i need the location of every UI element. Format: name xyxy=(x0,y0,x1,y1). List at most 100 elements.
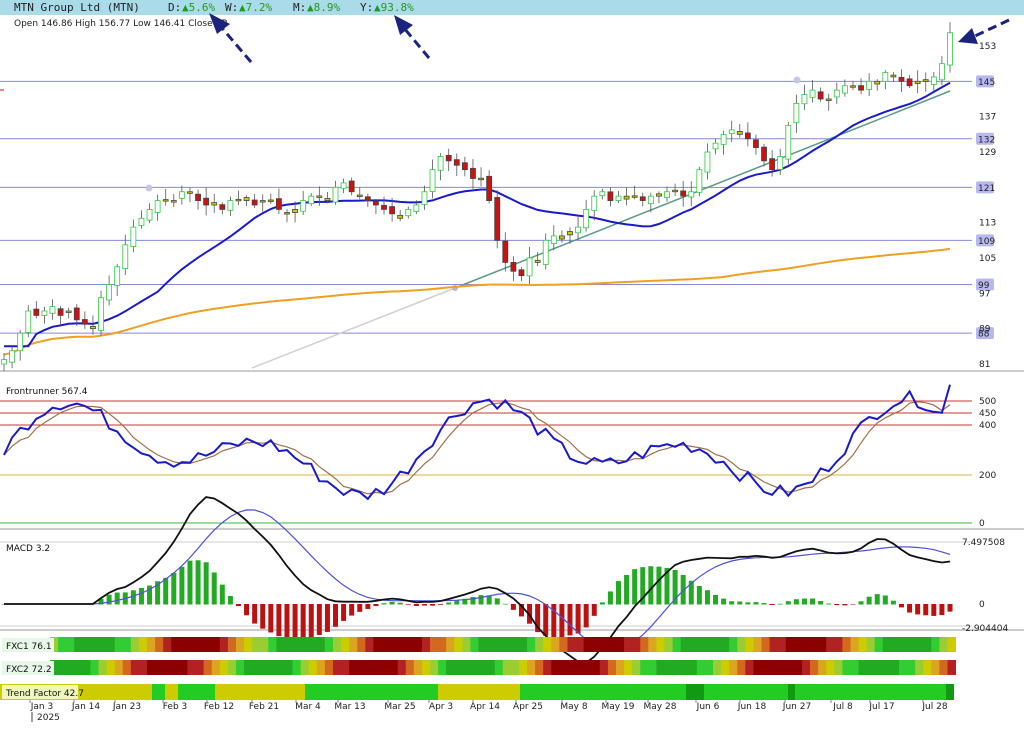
heat-cell xyxy=(58,637,67,652)
trend-segment xyxy=(704,684,788,700)
heat-cell xyxy=(915,660,924,675)
price-axis-tick: 97 xyxy=(979,289,990,299)
macd-bar xyxy=(753,602,759,605)
heat-cell xyxy=(923,637,932,652)
candle xyxy=(882,70,889,90)
heat-cell xyxy=(397,637,407,652)
candle xyxy=(680,180,687,207)
heat-cell xyxy=(656,660,665,675)
x-axis-label: Jan 14 xyxy=(71,702,100,712)
heat-cell xyxy=(203,637,213,652)
heat-cell xyxy=(858,637,868,652)
macd-bar xyxy=(284,604,290,640)
heat-cell xyxy=(704,637,714,652)
candle xyxy=(154,194,161,221)
heat-cell xyxy=(147,660,156,675)
header-w-label: W: xyxy=(225,1,238,14)
frontrunner-panel: Frontrunner 567.4 500 450 400 200 0 xyxy=(0,384,1024,530)
candle xyxy=(324,191,331,204)
heat-cell xyxy=(413,660,423,675)
heat-cell xyxy=(672,660,682,675)
heat-cell xyxy=(138,660,148,675)
candle xyxy=(688,181,695,207)
macd-bar xyxy=(235,604,241,607)
heat-cell xyxy=(753,660,762,675)
heat-cell xyxy=(664,660,673,675)
heat-cell xyxy=(341,660,350,675)
heat-cell xyxy=(187,660,196,675)
price-level-badge xyxy=(976,327,994,340)
x-axis-label: May 8 xyxy=(560,702,587,712)
heat-cell xyxy=(632,637,641,652)
macd-bar xyxy=(907,604,913,613)
heat-cell xyxy=(155,637,164,652)
candle xyxy=(219,202,226,215)
heat-cell xyxy=(680,660,690,675)
candle xyxy=(615,191,622,203)
heat-cell xyxy=(793,660,803,675)
heat-cell xyxy=(648,637,657,652)
heat-cell xyxy=(688,637,698,652)
heat-cell xyxy=(438,660,447,675)
fxc2-heatbar xyxy=(50,660,956,675)
candle xyxy=(720,130,727,155)
candle xyxy=(542,233,549,270)
candle xyxy=(195,189,201,210)
heat-cell xyxy=(874,637,884,652)
macd-bar xyxy=(171,572,177,605)
heat-cell xyxy=(567,637,576,652)
heat-cell xyxy=(373,660,382,675)
candle xyxy=(316,186,323,206)
candle xyxy=(73,304,80,326)
candle xyxy=(389,198,396,222)
heat-cell xyxy=(713,660,722,675)
price-axis: 153 137 129 113 105 97 89 81 xyxy=(979,42,996,370)
heat-cell xyxy=(567,660,576,675)
candle xyxy=(914,70,921,94)
candle xyxy=(558,230,565,243)
macd-tick: -2.904404 xyxy=(962,624,1008,634)
anchor-dot xyxy=(793,76,801,84)
macd-bar xyxy=(664,567,670,605)
price-axis-tick: 129 xyxy=(979,148,996,158)
candle xyxy=(922,72,929,92)
candle xyxy=(300,191,307,215)
heat-cell xyxy=(179,637,188,652)
heat-cell xyxy=(430,637,439,652)
fr-tick: 0 xyxy=(979,519,985,529)
price-level-value: 88 xyxy=(978,330,990,340)
candle xyxy=(947,22,953,73)
heat-cell xyxy=(850,637,859,652)
candle xyxy=(526,247,533,284)
heat-cell xyxy=(866,637,876,652)
heat-cell xyxy=(235,637,245,652)
trend-segment xyxy=(305,684,388,700)
heat-cell xyxy=(106,637,116,652)
heat-cell xyxy=(696,660,706,675)
heat-cell xyxy=(171,660,180,675)
heat-cell xyxy=(74,637,83,652)
macd-bar xyxy=(397,602,403,605)
candle xyxy=(939,55,945,86)
candle xyxy=(744,122,751,147)
heat-cell xyxy=(195,660,205,675)
header-bar xyxy=(0,0,1024,15)
candle xyxy=(478,167,484,187)
candle xyxy=(486,170,493,204)
candle xyxy=(736,124,743,138)
heat-cell xyxy=(551,637,560,652)
heat-cell xyxy=(413,637,423,652)
candle xyxy=(631,185,638,200)
heat-cell xyxy=(130,660,140,675)
candle xyxy=(639,192,646,207)
header-m-value: ▲8.9% xyxy=(307,1,340,14)
macd-bar xyxy=(640,567,646,605)
price-axis-tick: 105 xyxy=(979,254,996,264)
heat-cell xyxy=(607,660,617,675)
macd-bar xyxy=(510,604,516,610)
candle xyxy=(65,307,72,319)
candle xyxy=(801,84,808,110)
price-axis-tick: 113 xyxy=(979,219,996,229)
macd-bar xyxy=(357,604,363,612)
candle xyxy=(769,149,776,177)
